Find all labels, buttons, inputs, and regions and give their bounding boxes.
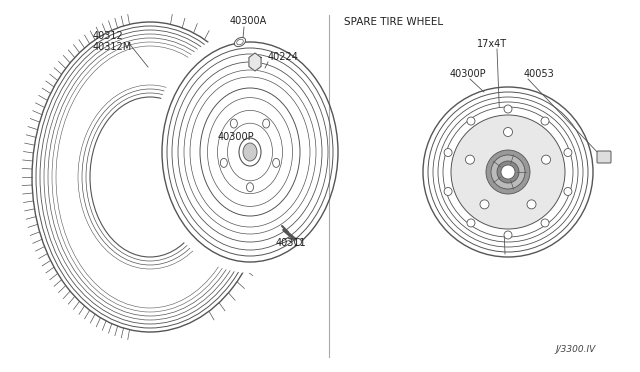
Ellipse shape [243,143,257,161]
Ellipse shape [200,88,300,216]
Text: 40312M: 40312M [93,42,132,52]
Text: SPARE TIRE WHEEL: SPARE TIRE WHEEL [344,17,443,27]
Circle shape [504,231,512,239]
Ellipse shape [230,119,237,128]
Circle shape [480,200,489,209]
Circle shape [444,148,452,157]
Text: 40053: 40053 [524,69,555,79]
Circle shape [564,148,572,157]
Ellipse shape [90,97,210,257]
Ellipse shape [262,119,269,128]
Circle shape [541,155,550,164]
Ellipse shape [220,158,227,167]
Ellipse shape [234,38,246,46]
Text: J/3300.IV: J/3300.IV [555,345,595,354]
Polygon shape [249,53,261,71]
Circle shape [541,219,549,227]
Text: 40300P: 40300P [218,132,255,142]
Text: 40224: 40224 [268,52,299,62]
Ellipse shape [273,158,280,167]
Circle shape [501,165,515,179]
Circle shape [467,117,475,125]
Circle shape [451,115,565,229]
Circle shape [564,187,572,195]
Circle shape [504,105,512,113]
Circle shape [467,219,475,227]
Text: 40311: 40311 [276,238,307,248]
Text: 40312: 40312 [93,31,124,41]
Circle shape [465,155,474,164]
FancyBboxPatch shape [597,151,611,163]
Circle shape [443,107,573,237]
Text: 40300A: 40300A [230,16,268,26]
Circle shape [294,238,301,246]
Circle shape [541,117,549,125]
Circle shape [486,150,530,194]
Text: 17x4T: 17x4T [477,39,507,49]
Ellipse shape [239,138,261,166]
Circle shape [497,161,519,183]
Ellipse shape [151,31,349,273]
Ellipse shape [246,183,253,192]
Text: 40300P: 40300P [450,69,486,79]
Circle shape [504,128,513,137]
Circle shape [491,155,525,189]
Circle shape [527,200,536,209]
Circle shape [444,187,452,195]
